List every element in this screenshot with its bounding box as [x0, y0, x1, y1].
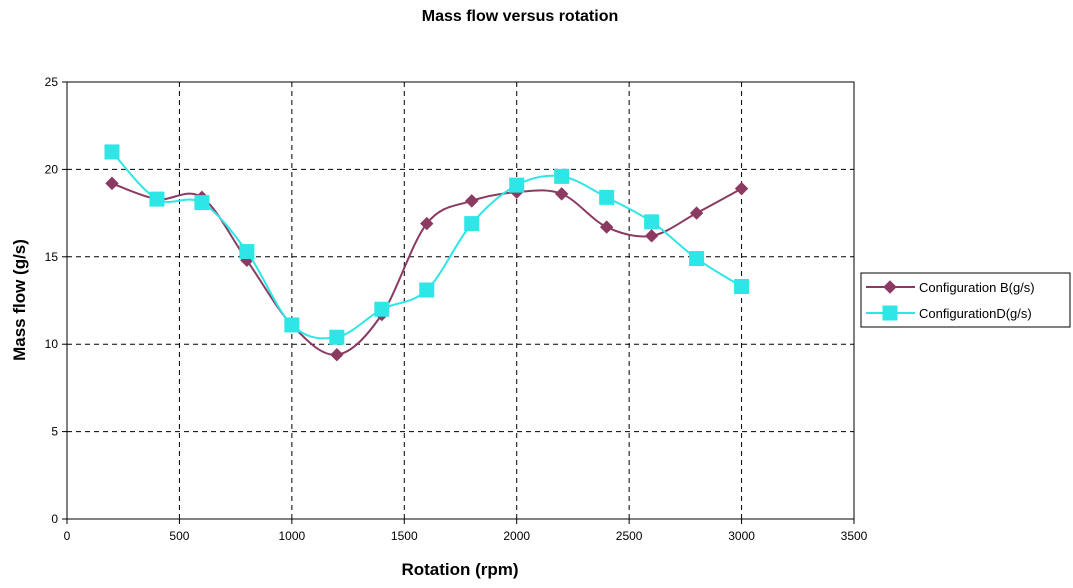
series-2: [104, 144, 750, 345]
x-tick-label: 2000: [503, 529, 530, 543]
y-tick-label: 0: [51, 512, 58, 526]
series-2-point: [689, 251, 705, 267]
legend: Configuration B(g/s) ConfigurationD(g/s): [860, 272, 1071, 328]
x-tick-label: 2500: [616, 529, 643, 543]
series-2-point: [644, 214, 660, 230]
series-2-point: [509, 177, 525, 193]
grid-lines: [67, 82, 854, 519]
legend-swatch-marker: [882, 305, 898, 321]
series-1-point: [599, 220, 614, 234]
series-1-point: [689, 206, 704, 220]
x-tick-label: 1000: [279, 529, 306, 543]
series-2-point: [329, 329, 345, 345]
series-2-point: [419, 282, 435, 298]
series-2-point: [239, 244, 255, 260]
x-axis-title: Rotation (rpm): [401, 560, 518, 579]
series-1-point: [734, 181, 749, 196]
series-1-point: [554, 187, 569, 201]
y-tick-label: 15: [45, 250, 59, 264]
y-axis-title: Mass flow (g/s): [10, 239, 29, 361]
legend-label: Configuration B(g/s): [919, 280, 1035, 295]
series-2-point: [599, 189, 615, 205]
series-2-point: [374, 301, 390, 317]
series-2-point: [554, 168, 570, 184]
x-tick-label: 0: [64, 529, 71, 543]
x-tick-label: 3500: [841, 529, 868, 543]
series-2-point: [149, 191, 165, 207]
plot-area: [66, 81, 855, 520]
legend-swatch-marker: [883, 280, 897, 294]
series-2-point: [194, 195, 210, 211]
series-1-point: [644, 229, 659, 243]
series-1-point: [420, 216, 434, 231]
series-layer: [104, 144, 750, 362]
series-2-point: [734, 279, 750, 295]
axes: 0 500 1000 1500 2000 2500 3000 3500 0 5 10 15 20 25: [45, 75, 868, 543]
y-tick-label: 25: [45, 75, 59, 89]
series-2-point: [284, 317, 300, 333]
legend-label: ConfigurationD(g/s): [919, 306, 1032, 321]
y-tick-label: 5: [51, 425, 58, 439]
y-tick-label: 10: [45, 337, 59, 351]
series-2-point: [464, 216, 480, 232]
x-tick-label: 500: [169, 529, 189, 543]
series-1-point: [105, 176, 119, 191]
x-tick-label: 3000: [728, 529, 755, 543]
series-2-point: [104, 144, 120, 160]
y-tick-label: 20: [45, 162, 59, 176]
x-tick-label: 1500: [391, 529, 418, 543]
series-1-point: [465, 194, 479, 208]
chart-title: Mass flow versus rotation: [422, 8, 619, 25]
series-1-point: [330, 347, 344, 362]
